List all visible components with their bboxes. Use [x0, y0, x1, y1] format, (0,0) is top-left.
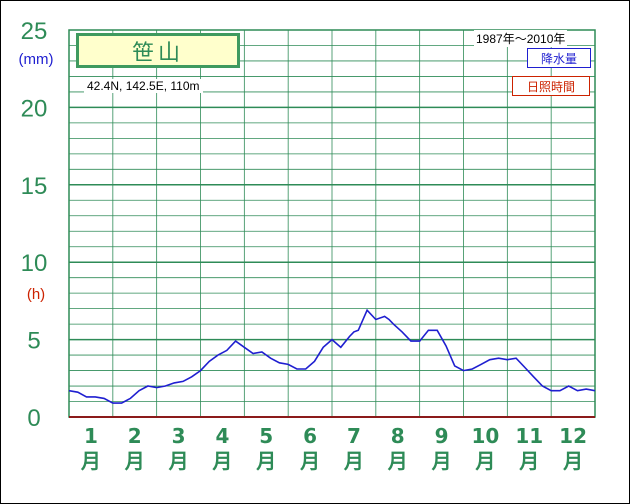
- y-tick-labels: 0 5 10 15 20 25: [21, 18, 48, 432]
- y-tick-label: 0: [27, 405, 40, 432]
- month-char: 月: [255, 449, 276, 473]
- sunshine-unit-label: (h): [27, 286, 45, 303]
- data-period: 1987年〜2010年: [474, 30, 568, 47]
- month-char: 月: [562, 449, 583, 473]
- month-char: 月: [431, 449, 452, 473]
- month-number: 11: [515, 424, 543, 448]
- month-number: 1: [84, 424, 98, 448]
- legend-precipitation: 降水量: [527, 48, 591, 68]
- y-tick-label: 5: [27, 328, 40, 355]
- month-char: 月: [211, 449, 232, 473]
- month-number: 9: [435, 424, 449, 448]
- month-number: 3: [172, 424, 186, 448]
- month-number: 12: [559, 424, 587, 448]
- month-char: 月: [518, 449, 539, 473]
- month-number: 6: [303, 424, 317, 448]
- legend-sunshine-label: 日照時間: [526, 79, 575, 94]
- station-name-box: 笹山: [76, 33, 240, 68]
- precip-unit-label: (mm): [19, 51, 54, 68]
- month-char: 月: [343, 449, 364, 473]
- y-tick-label: 15: [21, 173, 48, 200]
- y-tick-label: 25: [21, 18, 48, 45]
- station-name: 笹山: [131, 40, 184, 66]
- legend-sunshine: 日照時間: [512, 76, 590, 96]
- month-char: 月: [168, 449, 189, 473]
- month-number: 10: [471, 424, 499, 448]
- month-number: 2: [128, 424, 142, 448]
- month-number: 5: [259, 424, 273, 448]
- month-number: 7: [347, 424, 361, 448]
- month-number: 8: [391, 424, 405, 448]
- legend-precipitation-label: 降水量: [540, 51, 577, 66]
- month-number: 4: [215, 424, 229, 448]
- month-char: 月: [387, 449, 408, 473]
- month-char: 月: [299, 449, 320, 473]
- month-char: 月: [124, 449, 145, 473]
- vertical-gridlines: [112, 30, 552, 417]
- month-char: 月: [80, 449, 101, 473]
- station-coordinates: 42.4N, 142.5E, 110m: [84, 79, 203, 93]
- series-line-precipitation: [68, 308, 596, 404]
- month-char: 月: [474, 449, 495, 473]
- y-tick-label: 10: [21, 250, 48, 277]
- y-tick-label: 20: [21, 95, 48, 122]
